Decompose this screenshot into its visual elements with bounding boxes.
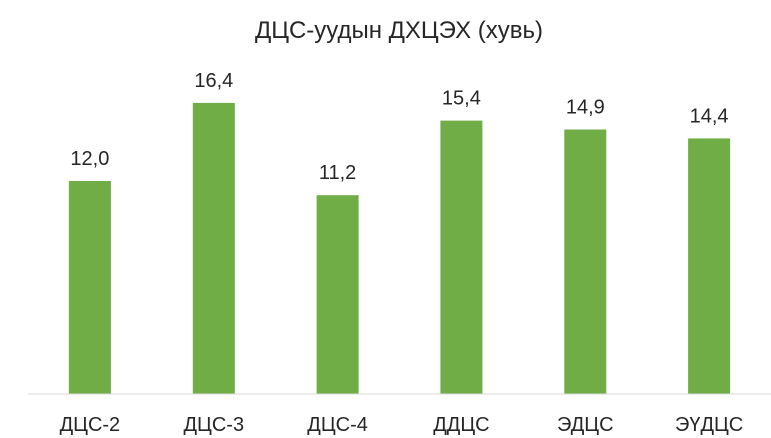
chart-title: ДЦС-уудын ДХЦЭХ (хувь) (255, 17, 543, 44)
bar-5 (564, 129, 607, 394)
data-label-4: 15,4 (442, 88, 481, 110)
data-label-6: 14,4 (690, 105, 729, 127)
data-label-3: 11,2 (319, 162, 356, 184)
x-tick-label-1: ДЦС-2 (60, 414, 121, 436)
x-tick-label-2: ДЦС-3 (184, 414, 245, 436)
bar-4 (440, 120, 483, 394)
bar-2 (192, 102, 235, 395)
bar-3 (316, 195, 359, 394)
data-labels-layer: 12,0 16,4 11,2 15,4 14,9 14,4 (70, 70, 728, 184)
x-axis-tick-labels: ДЦС-2 ДЦС-3 ДЦС-4 ДДЦС ЭДЦС ЭҮДЦС (60, 414, 744, 436)
bars-layer (68, 102, 731, 395)
bar-6 (688, 138, 731, 394)
x-tick-label-5: ЭДЦС (557, 414, 614, 436)
x-tick-label-6: ЭҮДЦС (675, 414, 743, 436)
x-tick-label-4: ДДЦС (433, 414, 489, 436)
data-label-5: 14,9 (566, 97, 605, 119)
data-label-1: 12,0 (70, 148, 109, 170)
data-label-2: 16,4 (194, 70, 233, 92)
bar-1 (68, 181, 111, 394)
x-tick-label-3: ДЦС-4 (307, 414, 368, 436)
